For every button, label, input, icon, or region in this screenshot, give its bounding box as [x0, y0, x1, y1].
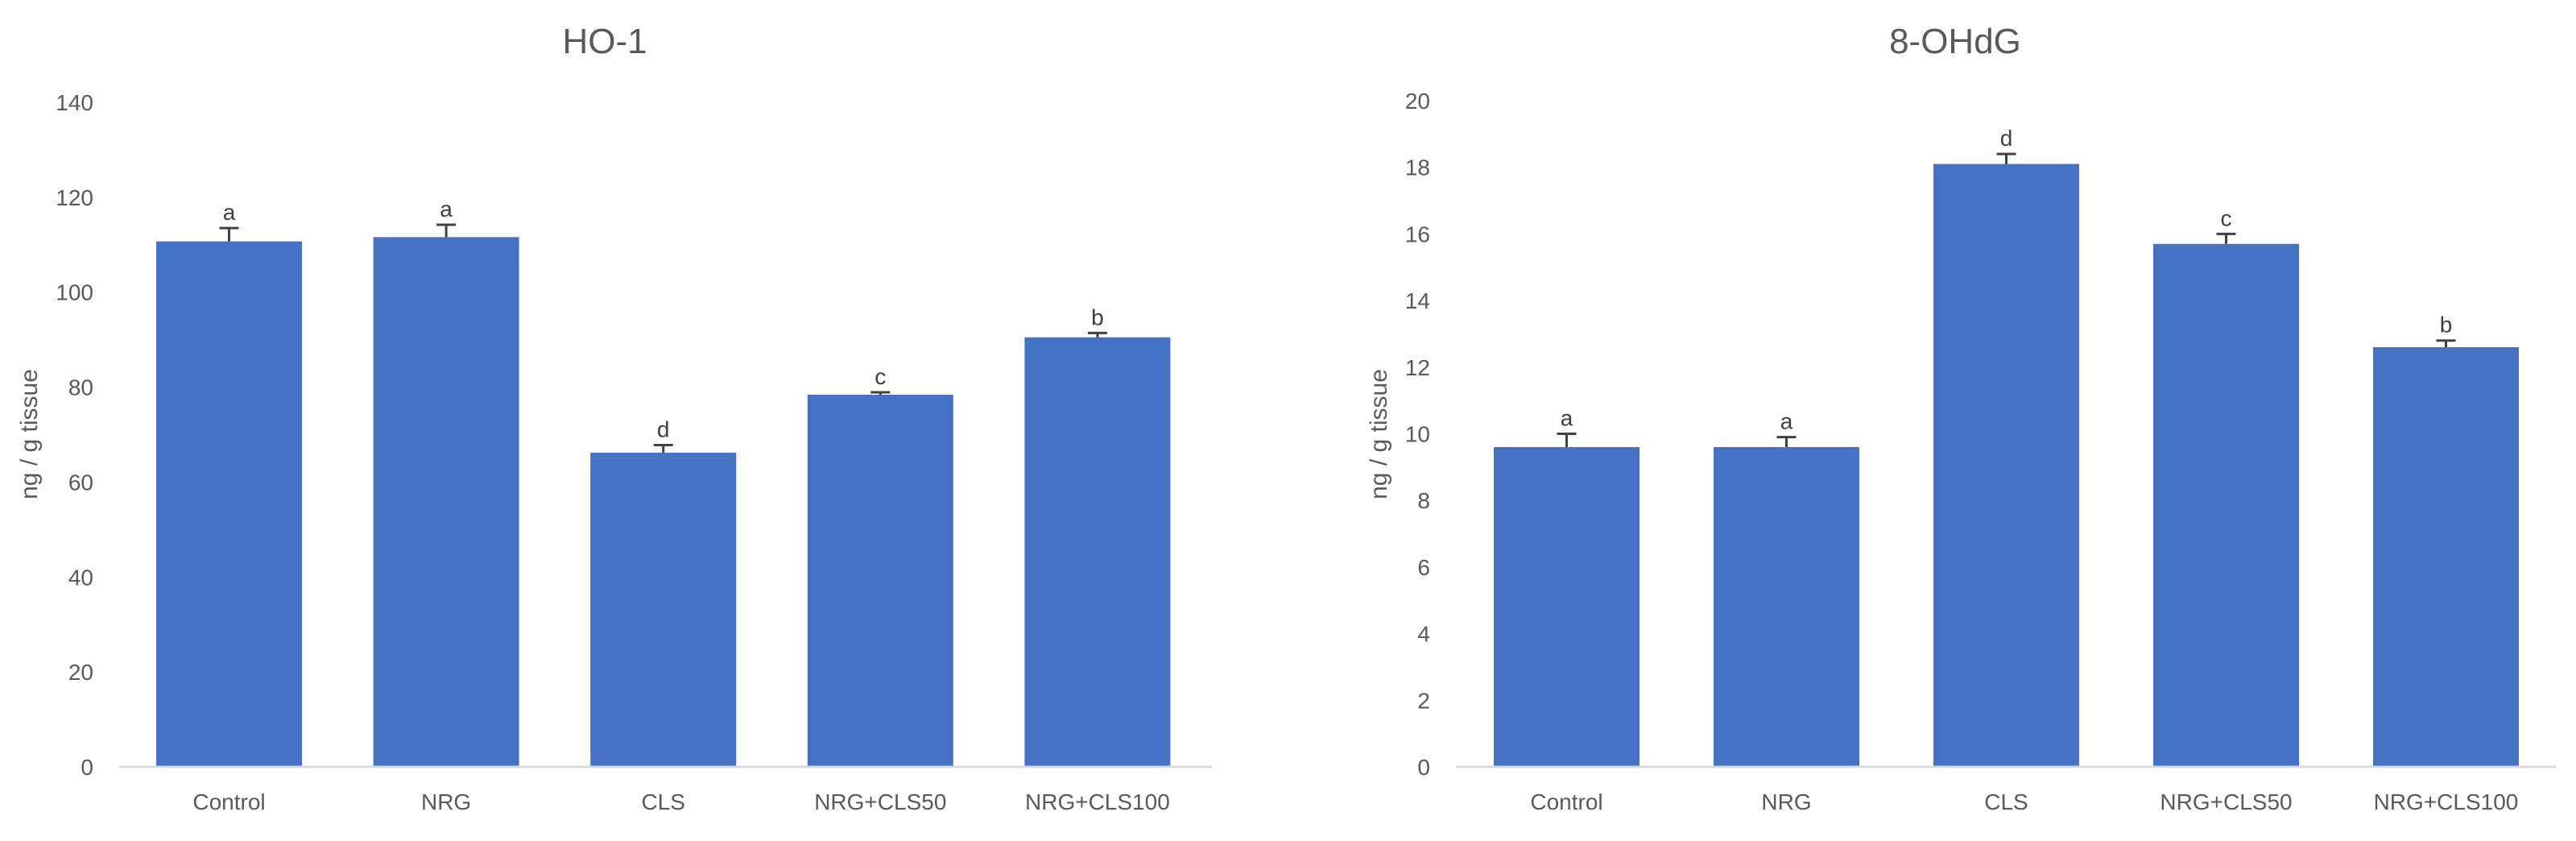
bar-series: a a d c b [156, 197, 1171, 768]
error-bar [2216, 232, 2236, 244]
error-bar [436, 223, 457, 238]
error-bar [1087, 331, 1107, 338]
y-tick-label: 0 [81, 755, 93, 780]
bar [1933, 164, 2079, 767]
significance-letter: a [1561, 406, 1573, 431]
y-tick-label: 20 [1405, 89, 1430, 114]
significance-letter: c [875, 364, 886, 389]
x-axis-categories: Control NRG CLS NRG+CLS50 NRG+CLS100 [1530, 789, 2518, 814]
bar [373, 237, 519, 767]
x-category-label: NRG+CLS50 [2160, 789, 2292, 814]
significance-letter: b [2440, 313, 2453, 338]
bar [590, 452, 737, 767]
y-axis-label: ng / g tissue [1366, 369, 1392, 499]
y-tick-label: 6 [1417, 555, 1430, 580]
bar [1494, 447, 1639, 767]
y-tick-label: 14 [1405, 288, 1430, 313]
significance-letter: b [1091, 304, 1104, 329]
error-bar [1776, 436, 1797, 448]
error-bar [1557, 433, 1577, 448]
y-axis-label: ng / g tissue [16, 369, 43, 499]
y-tick-label: 60 [68, 470, 93, 495]
y-tick-label: 16 [1405, 222, 1430, 246]
y-tick-label: 120 [56, 185, 93, 210]
bar [1714, 447, 1859, 767]
y-tick-label: 80 [68, 375, 93, 400]
bar-series: a a d c b [1494, 126, 2519, 767]
chart-title: HO-1 [562, 22, 647, 61]
y-tick-label: 18 [1405, 155, 1430, 180]
y-tick-label: 12 [1405, 355, 1430, 380]
x-category-label: CLS [1984, 789, 2028, 814]
significance-letter: a [1780, 409, 1793, 434]
y-axis-ticks: 0 2 4 6 8 10 12 14 16 18 20 [1405, 89, 1430, 780]
x-category-label: NRG [1761, 789, 1811, 814]
error-bar [1996, 152, 2016, 164]
x-category-label: Control [192, 789, 265, 814]
significance-letter: c [2221, 205, 2232, 230]
bar [2153, 243, 2299, 767]
y-axis-ticks: 0 20 40 60 80 100 120 140 [56, 90, 93, 780]
chart-title: 8-OHdG [1889, 22, 2021, 61]
bar [1024, 337, 1171, 768]
x-category-label: NRG+CLS100 [1025, 789, 1170, 814]
x-category-label: NRG+CLS50 [814, 789, 946, 814]
error-bar [2436, 339, 2456, 347]
significance-letter: a [440, 197, 453, 222]
x-category-label: Control [1530, 789, 1602, 814]
y-tick-label: 0 [1417, 755, 1430, 780]
x-category-label: NRG+CLS100 [2374, 789, 2519, 814]
y-tick-label: 2 [1417, 688, 1430, 713]
y-tick-label: 40 [68, 565, 93, 590]
bar [807, 395, 953, 767]
y-tick-label: 8 [1417, 488, 1430, 513]
y-tick-label: 140 [56, 90, 93, 115]
significance-letter: a [223, 200, 236, 225]
x-category-label: NRG [421, 789, 471, 814]
y-tick-label: 4 [1417, 622, 1430, 647]
bar [156, 241, 302, 767]
x-category-label: CLS [641, 789, 684, 814]
significance-letter: d [2000, 126, 2013, 151]
x-axis-categories: Control NRG CLS NRG+CLS50 NRG+CLS100 [192, 789, 1169, 814]
error-bar [870, 391, 891, 395]
significance-letter: d [657, 416, 670, 441]
y-tick-label: 10 [1405, 422, 1430, 447]
y-tick-label: 100 [56, 280, 93, 305]
chart-8ohdg: 8-OHdG ng / g tissue 0 2 4 6 8 10 12 14 16 18 20 a… [1366, 22, 2556, 814]
y-tick-label: 20 [68, 660, 93, 685]
error-bar [653, 443, 673, 453]
bar [2373, 346, 2519, 767]
error-bar [219, 226, 239, 242]
